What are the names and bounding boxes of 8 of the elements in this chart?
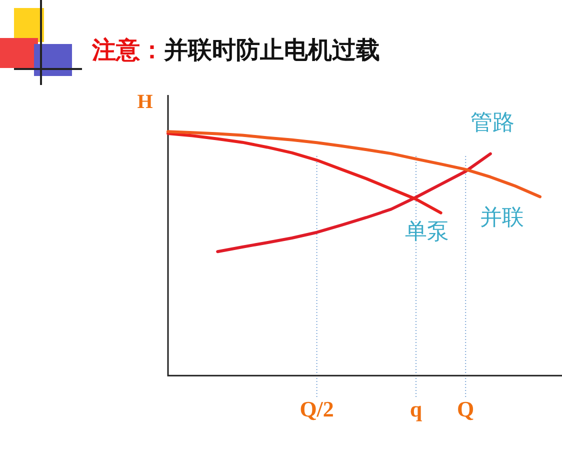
y-axis-title: H [137, 91, 154, 114]
x-tick-label: q [410, 396, 423, 422]
x-tick-label: Q [457, 396, 474, 422]
x-tick-label: Q/2 [300, 396, 334, 422]
chart-title: 注意：并联时防止电机过载 [92, 36, 380, 64]
series-label: 单泵 [404, 220, 449, 245]
series-label: 并联 [480, 205, 524, 230]
series-label: 管路 [470, 110, 514, 136]
